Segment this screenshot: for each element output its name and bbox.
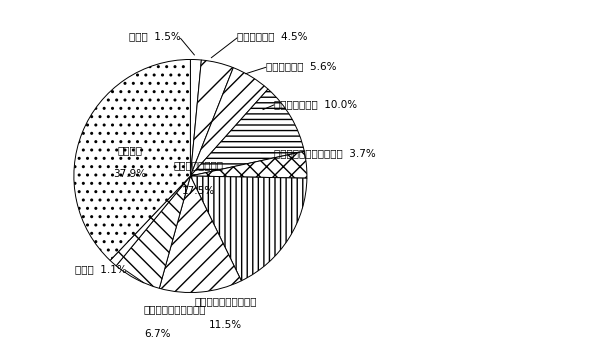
Wedge shape: [190, 176, 307, 281]
Text: 37.9%: 37.9%: [113, 169, 146, 179]
Text: その他  1.1%: その他 1.1%: [74, 264, 126, 274]
Text: 住宅改造費の貸付拡充: 住宅改造費の貸付拡充: [194, 296, 256, 307]
Text: 公営住宅の優先枠の拡充  3.7%: 公営住宅の優先枠の拡充 3.7%: [274, 148, 376, 158]
Wedge shape: [190, 68, 268, 176]
Wedge shape: [190, 59, 201, 176]
Text: 公営住宅の整備  10.0%: 公営住宅の整備 10.0%: [274, 99, 358, 109]
Wedge shape: [159, 176, 242, 293]
Wedge shape: [110, 176, 190, 266]
Text: 11.5%: 11.5%: [209, 320, 242, 331]
Wedge shape: [116, 176, 190, 288]
Wedge shape: [190, 151, 307, 178]
Text: 民間アパート等の整備: 民間アパート等の整備: [144, 305, 206, 315]
Text: ケア付き住宅  4.5%: ケア付き住宅 4.5%: [237, 31, 308, 41]
Text: 住宅相談窓口  5.6%: 住宅相談窓口 5.6%: [266, 62, 337, 71]
Wedge shape: [190, 60, 233, 176]
Text: 6.7%: 6.7%: [144, 329, 170, 339]
Text: 無回答  1.5%: 無回答 1.5%: [129, 31, 181, 41]
Text: 17.5%: 17.5%: [182, 187, 215, 196]
Wedge shape: [74, 59, 190, 260]
Text: 特になし: 特になし: [117, 145, 142, 155]
Wedge shape: [190, 89, 304, 176]
Text: 住宅改造費の助成: 住宅改造費の助成: [174, 160, 224, 170]
